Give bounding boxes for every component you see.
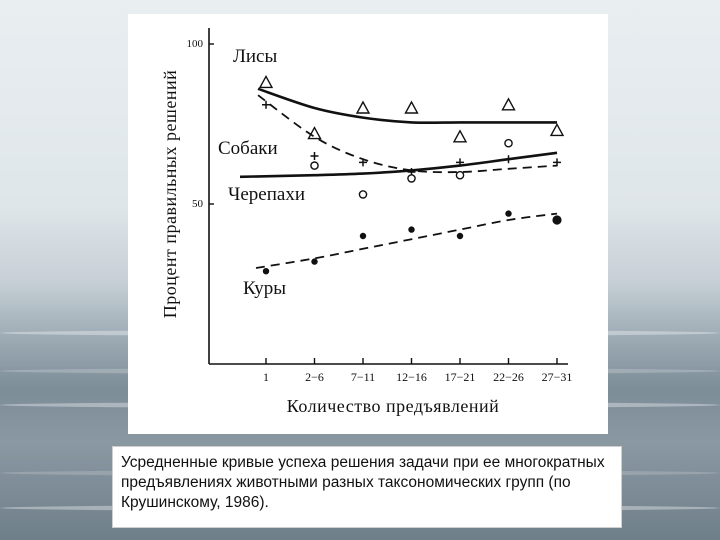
series-4-point [359, 232, 367, 240]
series-1-point [549, 122, 565, 137]
chart: 100 50 1 2−6 7−11 12−16 17−21 22−26 27−31 Количес… [160, 28, 573, 416]
series-4-fit-line [255, 212, 558, 269]
series-2-point [262, 100, 270, 109]
series-4-point [456, 232, 464, 240]
x-tick-label: 7−11 [351, 370, 375, 384]
series-4-point [408, 226, 415, 233]
series-2-point [553, 158, 561, 167]
series-2-point [359, 158, 367, 167]
series-4-point [311, 258, 318, 265]
series-1-fit-line [257, 87, 557, 125]
series-3-point [310, 161, 319, 170]
series-3-point [504, 138, 513, 148]
series-1-point [307, 126, 322, 140]
series-3-label: Черепахи [228, 184, 305, 205]
series-1-point [404, 100, 419, 114]
y-axis-title: Процент правильных решений [160, 70, 180, 319]
series-1-point [258, 74, 274, 89]
x-tick-label: 17−21 [445, 370, 476, 384]
series-2-point [310, 152, 319, 160]
series-1-point [501, 97, 516, 111]
figure-caption: Усредненные кривые успеха решения задачи… [112, 446, 622, 528]
chart-panel: 100 50 1 2−6 7−11 12−16 17−21 22−26 27−31 Количес… [128, 14, 608, 434]
y-tick-label: 100 [187, 38, 204, 50]
series-4-label: Куры [243, 278, 286, 299]
series-1-label: Лисы [233, 46, 277, 67]
series-4-point [505, 210, 512, 217]
x-tick-label: 1 [263, 370, 269, 384]
x-tick-label: 22−26 [493, 370, 524, 384]
series-2-point [456, 158, 464, 167]
series-1-point [452, 129, 468, 143]
x-tick-label: 27−31 [542, 370, 573, 384]
series-3-point [407, 174, 416, 183]
y-tick-label: 50 [192, 198, 204, 210]
x-tick-label: 12−16 [396, 370, 427, 384]
series-2-label: Собаки [218, 138, 278, 159]
x-tick-label: 2−6 [305, 370, 324, 384]
series-3-point [455, 170, 465, 180]
series-2-point [504, 155, 513, 164]
series-1-point [355, 100, 371, 114]
series-4-point [552, 215, 562, 225]
series-3-fit-line [239, 151, 558, 179]
x-axis-title: Количество предъявлений [287, 396, 499, 416]
series-4-point [262, 268, 270, 275]
series-3-point [358, 190, 368, 199]
